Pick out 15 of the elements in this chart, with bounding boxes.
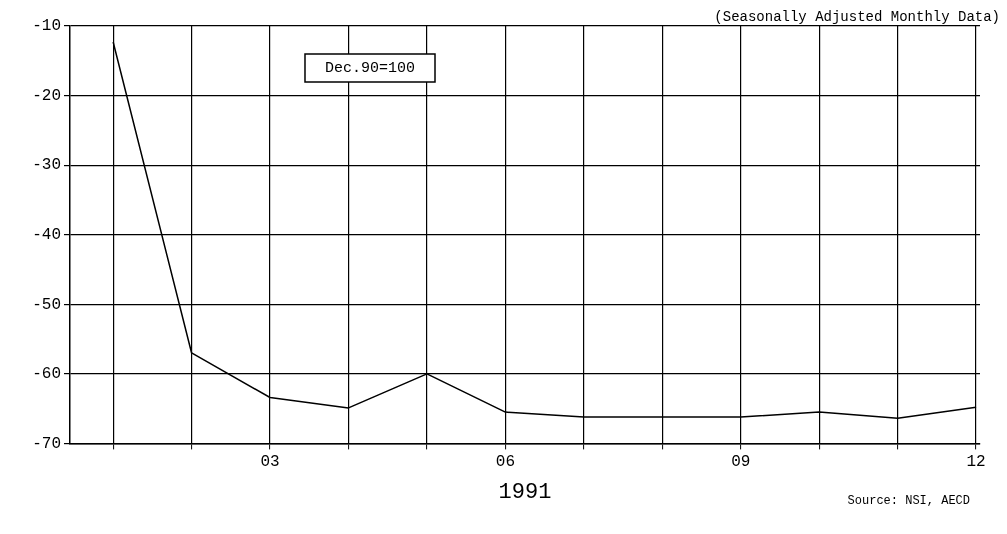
- y-tick-label: -40: [32, 225, 61, 244]
- y-tick-label: -10: [32, 17, 61, 36]
- annotation: Dec.90=100: [324, 59, 416, 77]
- x-axis-title: 1991: [498, 479, 552, 505]
- x-tick-label: 12: [966, 453, 986, 472]
- x-tick-label: 09: [731, 453, 751, 472]
- y-tick-label: -60: [32, 365, 61, 384]
- y-tick-label: -30: [32, 156, 61, 175]
- x-tick-label: 06: [495, 453, 515, 472]
- source-note: Source: NSI, AECD: [847, 493, 970, 508]
- text: (Seasonally Adjusted Monthly Data): [714, 8, 1000, 25]
- y-tick-label: -20: [32, 86, 61, 105]
- x-tick-label: 03: [260, 453, 280, 472]
- y-tick-label: -50: [32, 295, 61, 314]
- y-tick-label: -70: [32, 434, 61, 453]
